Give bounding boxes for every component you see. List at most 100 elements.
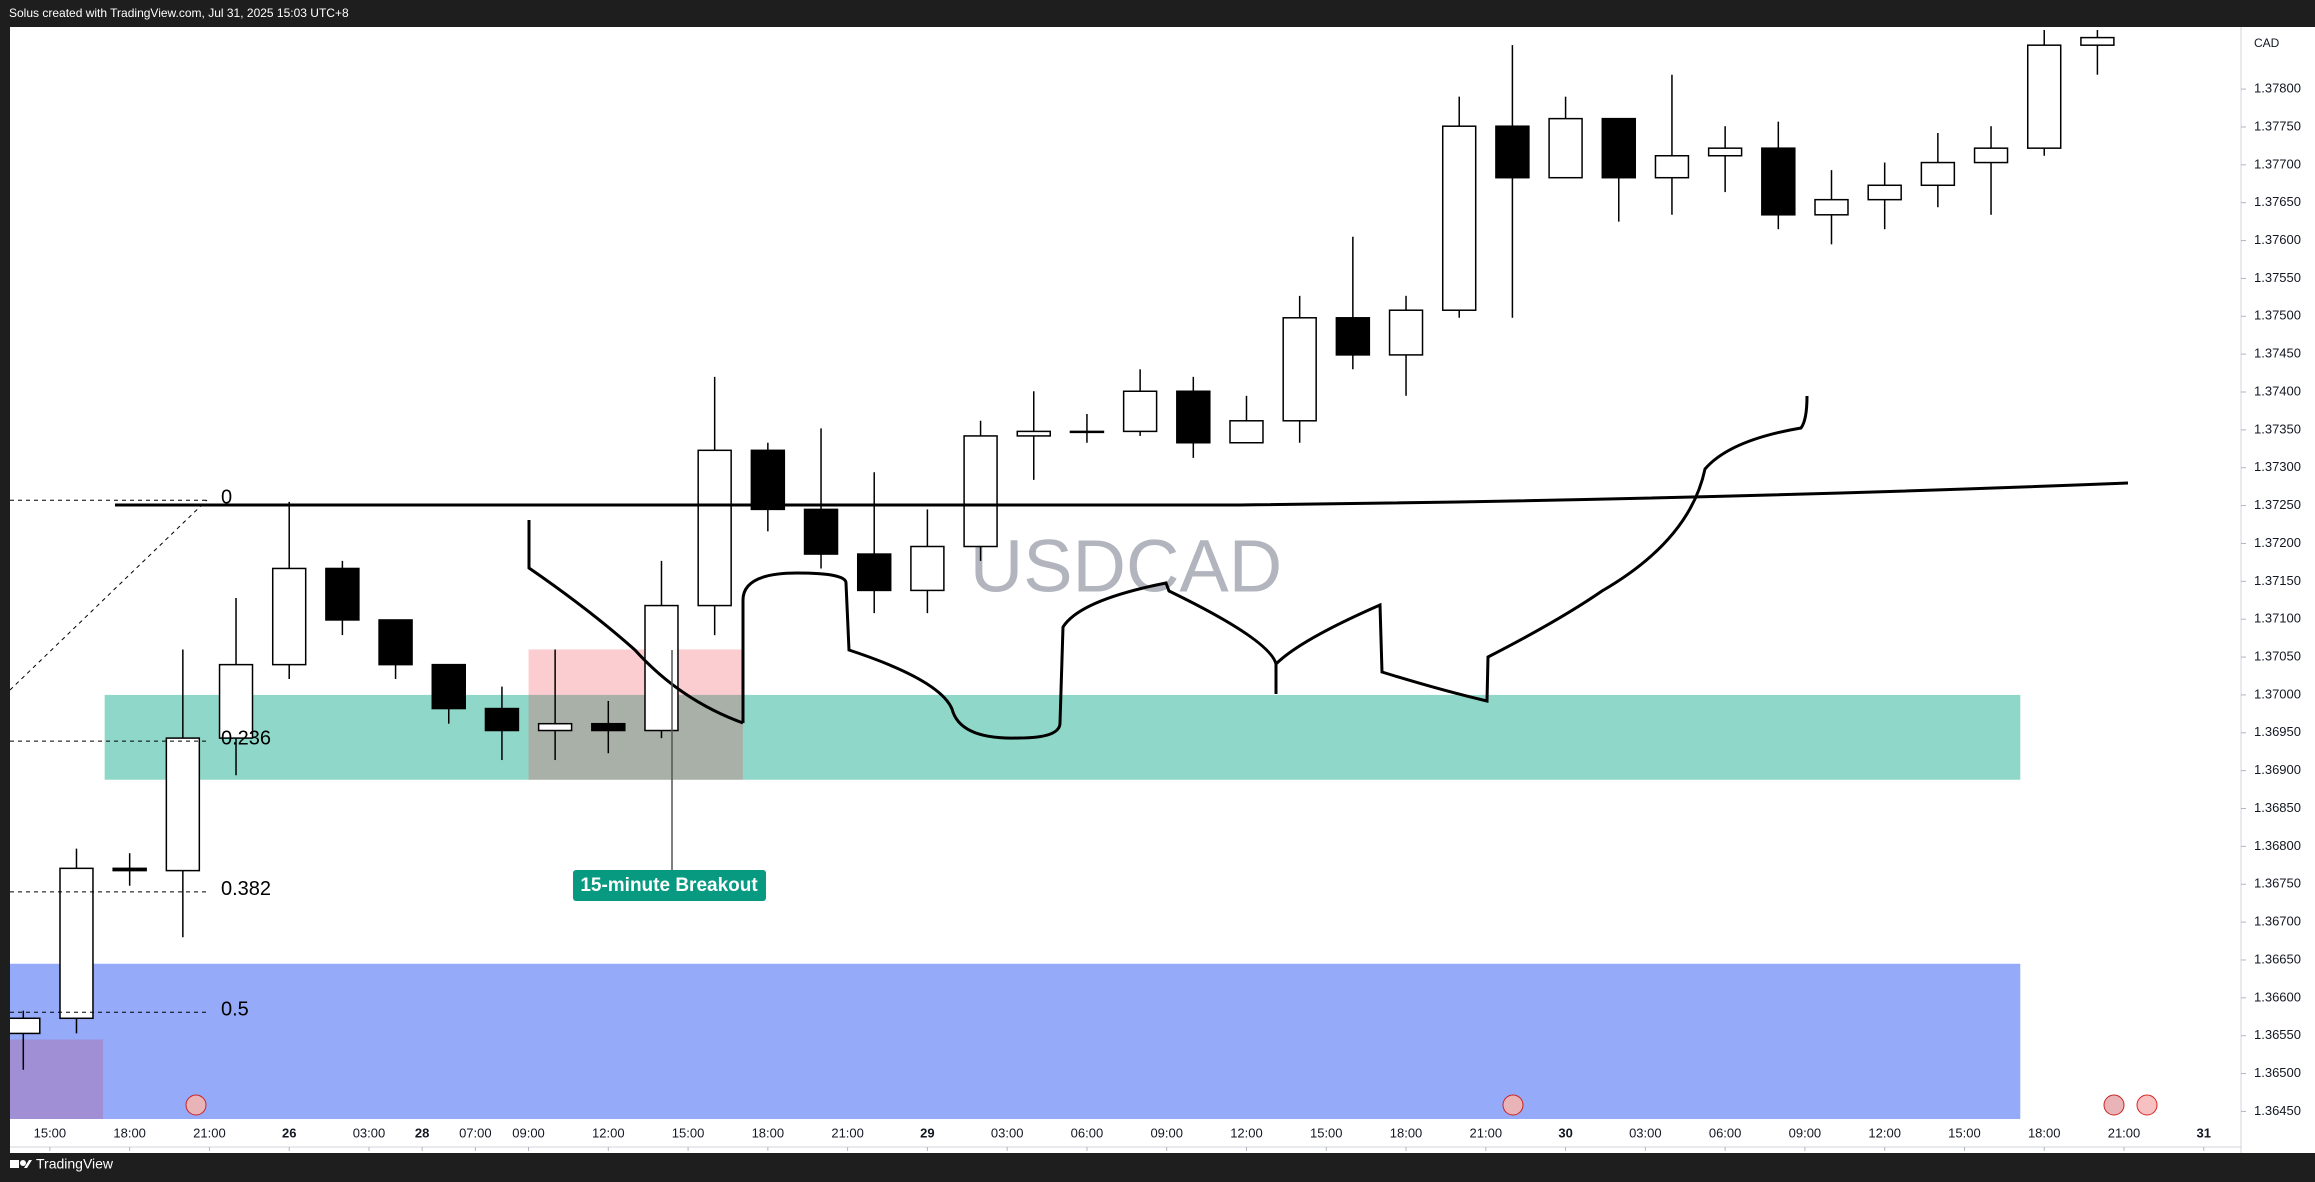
y-tick-label: 1.36950: [2254, 724, 2301, 739]
path-drawing: [527, 520, 744, 725]
zone: [10, 963, 2021, 1119]
x-tick-label: 06:00: [1071, 1125, 1104, 1140]
candle-body: [910, 545, 945, 592]
event-icon[interactable]: [2103, 1094, 2125, 1116]
fib-label: 0: [221, 487, 232, 509]
y-tick-label: 1.36850: [2254, 800, 2301, 815]
path-drawing: [741, 395, 1809, 740]
candle-body: [1229, 420, 1264, 444]
zone: [104, 694, 2021, 780]
y-tick-label: 1.36550: [2254, 1027, 2301, 1042]
y-tick-label: 1.37700: [2254, 156, 2301, 171]
candle-body: [1707, 147, 1743, 157]
candle-body: [59, 867, 94, 1020]
candle-body: [218, 663, 254, 739]
x-tick-label: 07:00: [459, 1125, 492, 1140]
x-tick-label: 03:00: [991, 1125, 1024, 1140]
y-tick-label: 1.36700: [2254, 914, 2301, 929]
fib-label: 0.5: [221, 999, 249, 1021]
y-tick-label: 1.37000: [2254, 686, 2301, 701]
candle-body: [1176, 390, 1211, 444]
y-tick-label: 1.37450: [2254, 346, 2301, 361]
y-tick-label: 1.37650: [2254, 194, 2301, 209]
candle-body: [1335, 317, 1371, 356]
candle-body: [750, 449, 786, 511]
x-tick-label: 18:00: [113, 1125, 146, 1140]
level-line: [115, 481, 2129, 507]
candle-body: [1601, 117, 1637, 179]
event-icons: [185, 1094, 2158, 1116]
footer-brand: TradingView: [36, 1156, 114, 1172]
candle-body: [1920, 161, 1956, 187]
x-tick-label: 15:00: [34, 1125, 67, 1140]
event-icon[interactable]: [1502, 1094, 1524, 1116]
x-tick-label: 28: [415, 1125, 429, 1140]
candle-body: [271, 567, 307, 666]
y-tick-label: 1.37250: [2254, 497, 2301, 512]
x-tick-label: 21:00: [193, 1125, 226, 1140]
x-tick-label: 29: [920, 1125, 934, 1140]
candle-body: [112, 867, 147, 872]
zone: [528, 649, 743, 780]
candle-body: [2026, 44, 2062, 149]
x-tick-label: 18:00: [2028, 1125, 2061, 1140]
x-tick-label: 31: [2197, 1125, 2211, 1140]
x-tick-label: 09:00: [512, 1125, 545, 1140]
y-tick-label: 1.37300: [2254, 459, 2301, 474]
candle-body: [431, 663, 466, 710]
candle-body: [1069, 430, 1105, 434]
annotation-text: 15-minute Breakout: [580, 875, 758, 896]
y-tick-label: 1.37100: [2254, 611, 2301, 626]
fib-label: 0.382: [221, 878, 271, 900]
candle-body: [1973, 147, 2009, 164]
x-tick-label: 21:00: [2108, 1125, 2141, 1140]
candle-body: [1441, 125, 1477, 311]
candle-body: [1761, 147, 1796, 216]
candle-body: [10, 1017, 41, 1035]
candle-body: [697, 449, 732, 607]
candle-body: [1016, 430, 1051, 437]
candle-body: [165, 737, 201, 872]
y-tick-label: 1.36500: [2254, 1065, 2301, 1080]
x-tick-label: 09:00: [1150, 1125, 1183, 1140]
x-tick-label: 12:00: [1868, 1125, 1901, 1140]
y-tick-label: 1.37550: [2254, 270, 2301, 285]
candle-body: [1282, 317, 1317, 422]
x-tick-label: 12:00: [1230, 1125, 1263, 1140]
x-tick-label: 06:00: [1709, 1125, 1742, 1140]
candle-body: [378, 619, 413, 666]
x-tick-label: 15:00: [1310, 1125, 1343, 1140]
y-tick-label: 1.36600: [2254, 989, 2301, 1004]
event-icon[interactable]: [185, 1094, 207, 1116]
x-tick-label: 21:00: [1470, 1125, 1503, 1140]
y-tick-label: 1.37500: [2254, 308, 2301, 323]
y-tick-label: 1.37050: [2254, 648, 2301, 663]
x-tick-label: 03:00: [353, 1125, 386, 1140]
axes: 1.36450 1.36500 1.36550 1.36600 1.36650 1.367…: [34, 81, 2301, 1151]
header-text: Solus created with TradingView.com, Jul …: [9, 6, 349, 20]
candle-body: [803, 508, 839, 555]
y-tick-label: 1.37150: [2254, 573, 2301, 588]
y-tick-label: 1.37600: [2254, 232, 2301, 247]
fib-label: 0.236: [221, 727, 271, 749]
zone: [10, 1039, 104, 1119]
y-tick-label: 1.37750: [2254, 118, 2301, 133]
candle-body: [963, 435, 998, 548]
candle-body: [1867, 184, 1902, 201]
y-tick-label: 1.36800: [2254, 838, 2301, 853]
candle-body: [325, 567, 360, 621]
y-tick-label: 1.36450: [2254, 1103, 2301, 1118]
x-tick-label: 09:00: [1789, 1125, 1822, 1140]
x-tick-label: 15:00: [1948, 1125, 1981, 1140]
drawings: [115, 395, 2129, 740]
candle-body: [591, 722, 626, 732]
x-tick-label: 21:00: [831, 1125, 864, 1140]
tradingview-logo: [10, 1160, 32, 1168]
y-tick-label: 1.36650: [2254, 951, 2301, 966]
event-icon[interactable]: [2136, 1094, 2158, 1116]
candle-body: [1654, 154, 1690, 179]
x-tick-label: 18:00: [752, 1125, 785, 1140]
candles: [10, 30, 2115, 1070]
